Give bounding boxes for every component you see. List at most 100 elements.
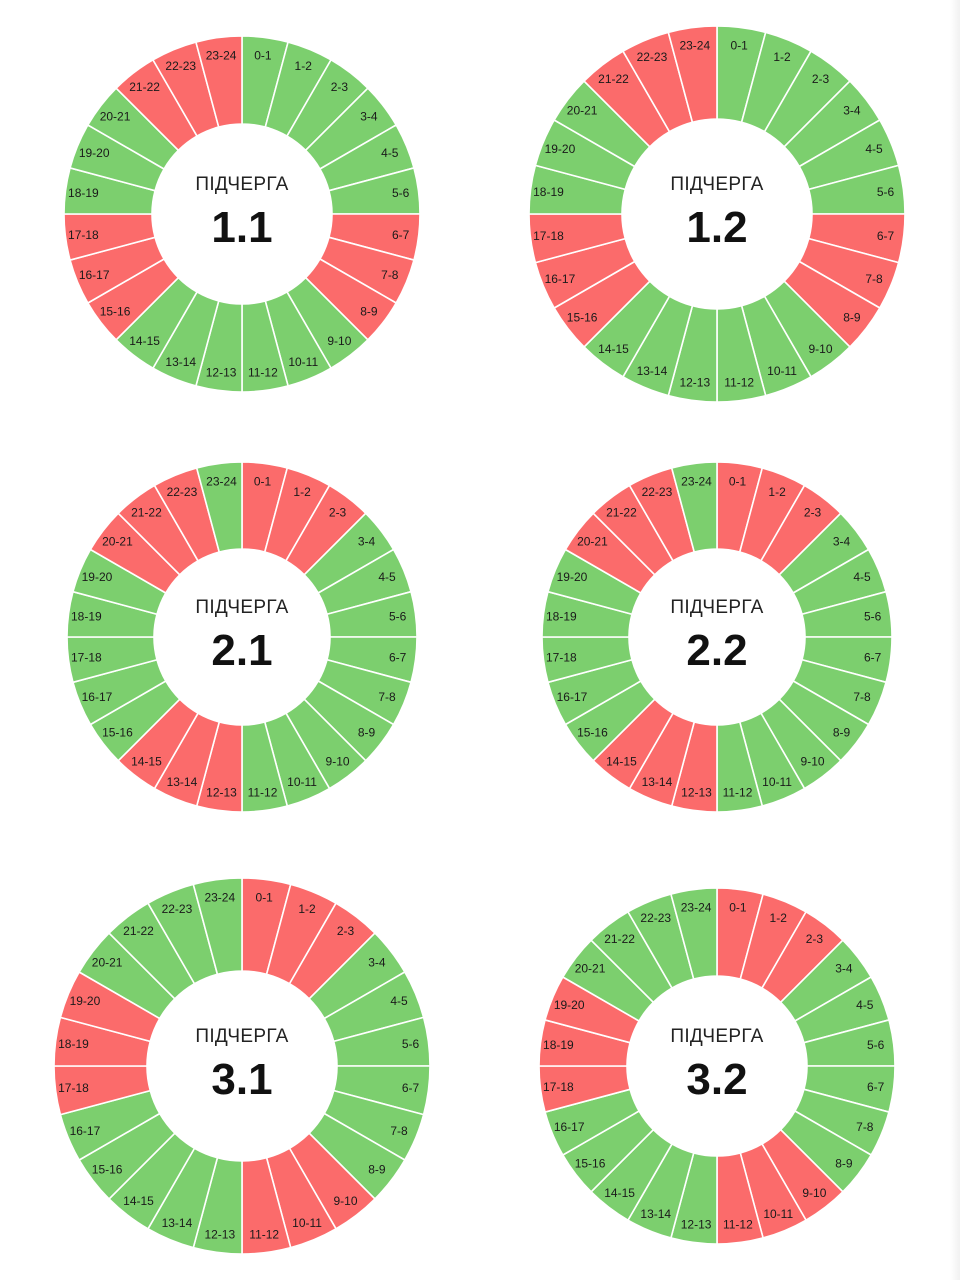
segment-label-3-4: 3-4 — [368, 956, 386, 970]
segment-label-5-6: 5-6 — [402, 1037, 420, 1051]
segment-label-0-1: 0-1 — [729, 474, 747, 488]
segment-label-16-17: 16-17 — [82, 690, 113, 704]
segment-label-3-4: 3-4 — [360, 110, 378, 124]
segment-label-15-16: 15-16 — [102, 726, 133, 740]
segment-label-4-5: 4-5 — [853, 570, 871, 584]
schedule-donut-2-2: 0-11-22-33-44-55-66-77-88-99-1010-1111-1… — [538, 458, 896, 816]
segment-label-10-11: 10-11 — [288, 355, 318, 369]
segment-label-19-20: 19-20 — [82, 570, 113, 584]
segment-label-16-17: 16-17 — [70, 1124, 101, 1138]
segment-label-15-16: 15-16 — [92, 1162, 123, 1176]
segment-label-9-10: 9-10 — [801, 755, 825, 769]
segment-label-5-6: 5-6 — [389, 610, 407, 624]
center-caption: ПІДЧЕРГА — [195, 174, 288, 195]
segment-label-1-2: 1-2 — [770, 911, 788, 925]
segment-label-2-3: 2-3 — [329, 505, 347, 519]
segment-label-12-13: 12-13 — [679, 376, 710, 390]
segment-label-1-2: 1-2 — [298, 902, 316, 916]
segment-label-7-8: 7-8 — [853, 690, 871, 704]
segment-label-13-14: 13-14 — [642, 775, 673, 789]
segment-label-22-23: 22-23 — [162, 902, 193, 916]
segment-label-14-15: 14-15 — [131, 755, 162, 769]
segment-label-15-16: 15-16 — [100, 304, 131, 318]
segment-label-15-16: 15-16 — [567, 310, 598, 324]
segment-label-21-22: 21-22 — [606, 505, 637, 519]
page-edge-shadow — [950, 0, 960, 1280]
segment-label-0-1: 0-1 — [254, 474, 272, 488]
segment-label-5-6: 5-6 — [392, 186, 410, 200]
segment-label-0-1: 0-1 — [256, 890, 274, 904]
segment-label-19-20: 19-20 — [545, 142, 576, 156]
segment-label-17-18: 17-18 — [543, 1080, 574, 1094]
segment-label-2-3: 2-3 — [331, 80, 349, 94]
schedule-donut-1-1: 0-1 1-2 2-3 3-4 4-5 5-6 6-7 7-8 8-9 9-10 10-11 11-1… — [60, 32, 424, 396]
segment-label-12-13: 12-13 — [204, 1228, 235, 1242]
schedule-donut-1-2: 0-1 1-2 2-3 3-4 4-5 5-6 6-7 7-8 8-9 9-10 10-11 11-1… — [525, 22, 909, 406]
segment-label-9-10: 9-10 — [327, 334, 351, 348]
segment-label-6-7: 6-7 — [389, 650, 407, 664]
segment-label-14-15: 14-15 — [129, 334, 160, 348]
segment-label-18-19: 18-19 — [71, 610, 102, 624]
segment-label-17-18: 17-18 — [533, 229, 564, 243]
center-queue-number: 2.2 — [686, 626, 747, 675]
segment-label-9-10: 9-10 — [333, 1194, 357, 1208]
segment-label-11-12: 11-12 — [723, 1218, 753, 1232]
segment-label-21-22: 21-22 — [129, 80, 160, 94]
segment-label-6-7: 6-7 — [867, 1080, 885, 1094]
segment-label-4-5: 4-5 — [856, 998, 874, 1012]
segment-label-8-9: 8-9 — [358, 726, 376, 740]
segment-label-19-20: 19-20 — [554, 998, 585, 1012]
segment-label-18-19: 18-19 — [68, 186, 99, 200]
segment-label-1-2: 1-2 — [293, 485, 311, 499]
segment-label-13-14: 13-14 — [165, 355, 196, 369]
segment-label-20-21: 20-21 — [567, 104, 598, 118]
segment-label-20-21: 20-21 — [92, 956, 123, 970]
segment-label-8-9: 8-9 — [835, 1156, 853, 1170]
segment-label-6-7: 6-7 — [877, 229, 895, 243]
segment-label-21-22: 21-22 — [131, 505, 162, 519]
segment-label-10-11: 10-11 — [762, 775, 792, 789]
segment-label-11-12: 11-12 — [248, 786, 278, 800]
segment-label-11-12: 11-12 — [724, 376, 754, 390]
segment-label-20-21: 20-21 — [575, 962, 606, 976]
center-caption: ПІДЧЕРГА — [670, 174, 763, 195]
segment-label-16-17: 16-17 — [557, 690, 588, 704]
segment-label-5-6: 5-6 — [864, 610, 882, 624]
center-queue-number: 1.2 — [686, 203, 747, 252]
segment-label-5-6: 5-6 — [877, 185, 895, 199]
segment-label-8-9: 8-9 — [368, 1162, 386, 1176]
segment-label-5-6: 5-6 — [867, 1038, 885, 1052]
segment-label-18-19: 18-19 — [533, 185, 564, 199]
segment-label-0-1: 0-1 — [731, 38, 749, 52]
segment-label-1-2: 1-2 — [295, 59, 313, 73]
segment-label-12-13: 12-13 — [681, 786, 712, 800]
segment-label-23-24: 23-24 — [679, 38, 710, 52]
segment-label-2-3: 2-3 — [337, 924, 355, 938]
segment-label-8-9: 8-9 — [843, 310, 861, 324]
segment-label-17-18: 17-18 — [68, 228, 99, 242]
segment-label-16-17: 16-17 — [554, 1120, 585, 1134]
segment-label-10-11: 10-11 — [287, 775, 317, 789]
segment-label-4-5: 4-5 — [378, 570, 396, 584]
segment-label-17-18: 17-18 — [71, 650, 102, 664]
segment-label-3-4: 3-4 — [843, 104, 861, 118]
segment-label-22-23: 22-23 — [637, 50, 668, 64]
segment-label-18-19: 18-19 — [58, 1037, 89, 1051]
segment-label-23-24: 23-24 — [206, 474, 237, 488]
segment-label-20-21: 20-21 — [577, 534, 608, 548]
segment-label-18-19: 18-19 — [543, 1038, 574, 1052]
center-queue-number: 3.1 — [211, 1055, 272, 1104]
segment-label-12-13: 12-13 — [206, 786, 237, 800]
segment-label-1-2: 1-2 — [768, 485, 786, 499]
segment-label-7-8: 7-8 — [390, 1124, 408, 1138]
segment-label-16-17: 16-17 — [79, 268, 110, 282]
segment-label-21-22: 21-22 — [598, 72, 629, 86]
segment-label-2-3: 2-3 — [812, 72, 830, 86]
segment-label-15-16: 15-16 — [575, 1156, 606, 1170]
segment-label-19-20: 19-20 — [70, 994, 101, 1008]
center-queue-number: 2.1 — [211, 626, 272, 675]
center-caption: ПІДЧЕРГА — [670, 1026, 763, 1047]
segment-label-13-14: 13-14 — [162, 1216, 193, 1230]
segment-label-13-14: 13-14 — [637, 364, 668, 378]
segment-label-10-11: 10-11 — [763, 1207, 793, 1221]
